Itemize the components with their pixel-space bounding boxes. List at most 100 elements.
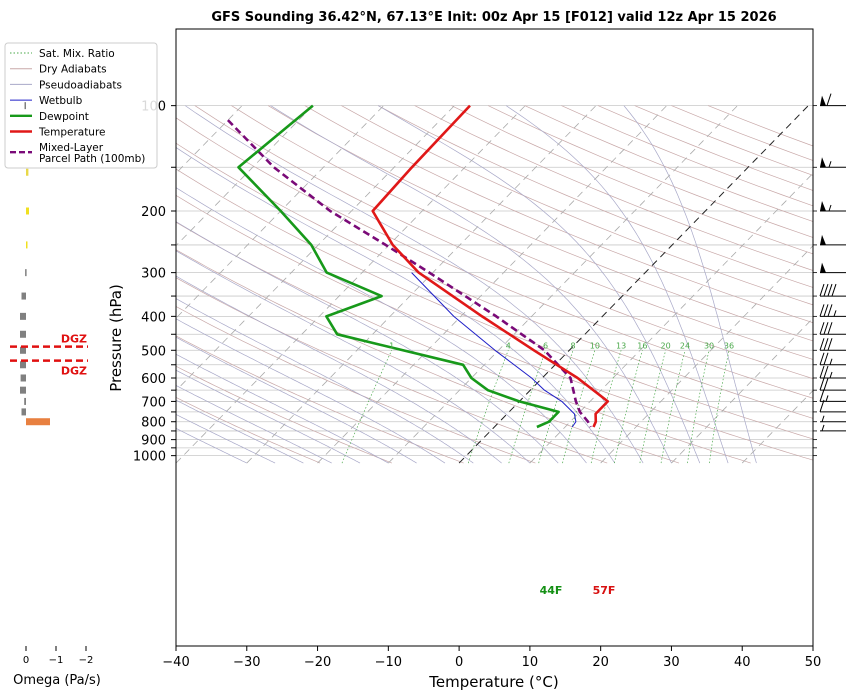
surface-dewpoint-label: 44F xyxy=(540,584,563,597)
x-tick-label: 40 xyxy=(734,655,751,670)
pseudoadiabat xyxy=(176,369,361,464)
y-tick-label: 800 xyxy=(141,416,166,431)
y-tick-label: 400 xyxy=(141,310,166,325)
y-tick-label: 600 xyxy=(141,372,166,387)
temperature-line xyxy=(371,104,610,428)
wind-barb-full xyxy=(819,389,825,402)
y-tick-label: 200 xyxy=(141,205,166,220)
pseudoadiabat xyxy=(176,221,559,464)
dry-adiabat xyxy=(176,335,464,464)
wind-barb-full xyxy=(823,304,829,317)
wind-barb-full xyxy=(827,304,833,317)
omega-bar xyxy=(24,397,26,405)
wind-barb-full xyxy=(823,322,829,335)
y-axis-label: Pressure (hPa) xyxy=(107,284,125,392)
surface-labels: 44F 57F xyxy=(540,584,616,597)
series-lines xyxy=(226,104,610,429)
surface-temperature-label: 57F xyxy=(593,584,616,597)
omega-bar xyxy=(24,102,26,110)
y-tick-label: 500 xyxy=(141,344,166,359)
x-tick-label: 20 xyxy=(592,655,609,670)
wind-barb-full xyxy=(819,283,825,297)
omega-bar xyxy=(20,386,26,394)
wind-barb-half xyxy=(833,310,837,317)
pseudoadiabat xyxy=(176,187,587,464)
omega-bar xyxy=(21,292,26,300)
omega-axis-label: Omega (Pa/s) xyxy=(13,673,101,688)
omega-bar xyxy=(20,312,26,320)
mixing-ratio-line xyxy=(341,350,393,464)
dry-adiabat xyxy=(176,168,813,440)
x-tick-label: −20 xyxy=(304,655,331,670)
mixing-ratio-line xyxy=(590,350,622,464)
wetbulb-line xyxy=(411,272,577,428)
wind-barb-full xyxy=(819,352,825,365)
mixing-ratio-value-label: 36 xyxy=(724,341,734,350)
mixing-ratio-value-label: 6 xyxy=(543,341,548,350)
legend-entry: Dewpoint xyxy=(39,111,89,123)
dry-adiabat xyxy=(176,365,393,464)
dewpoint-line xyxy=(237,104,560,429)
pseudoadiabat xyxy=(176,250,531,464)
wind-barbs xyxy=(819,93,846,432)
omega-bar xyxy=(20,374,26,382)
wind-barb-full xyxy=(819,304,825,317)
pseudoadiabat xyxy=(176,336,417,464)
mixing-ratio-value-label: 30 xyxy=(704,341,714,350)
mixing-ratio-line xyxy=(508,350,546,464)
omega-bar xyxy=(26,207,29,215)
parcel-path-line xyxy=(226,119,592,428)
mixing-ratio-line xyxy=(639,350,666,464)
legend-entry: Wetbulb xyxy=(39,95,83,107)
dry-adiabat xyxy=(304,105,813,324)
dry-adiabat xyxy=(194,105,813,380)
omega-bar xyxy=(26,418,50,426)
pseudoadiabat xyxy=(176,385,332,464)
omega-bar xyxy=(21,408,26,416)
legend-entry: Pseudoadiabats xyxy=(39,79,122,91)
mixing-ratio-line xyxy=(538,350,574,464)
dry-adiabat xyxy=(176,142,813,419)
omega-bar xyxy=(26,168,29,176)
wind-barb-full xyxy=(819,378,825,391)
omega-bar xyxy=(20,330,26,338)
omega-bar xyxy=(20,346,26,354)
pseudoadiabat xyxy=(176,428,247,464)
mixing-ratio-value-label: 8 xyxy=(570,341,575,350)
legend-entry: Mixed-Layer Parcel Path (100mb) xyxy=(39,142,145,165)
wind-barb-full xyxy=(819,338,825,351)
dry-adiabat xyxy=(451,105,813,255)
pseudoadiabat xyxy=(176,414,276,464)
dry-adiabat xyxy=(231,105,813,360)
wind-barb-flag xyxy=(820,201,826,211)
x-tick-label: 50 xyxy=(805,655,822,670)
pseudoadiabat xyxy=(176,275,502,464)
wind-barb-flag xyxy=(820,262,826,273)
y-tick-label: 700 xyxy=(141,395,166,410)
mixing-ratio-labels: 1 4 6 8 10 13 16 20 24 30 36 xyxy=(389,341,734,350)
wind-barb-flag xyxy=(820,157,826,168)
mixing-ratio-value-label: 4 xyxy=(506,341,511,350)
pseudoadiabat xyxy=(176,298,474,464)
x-tick-label: −40 xyxy=(162,655,189,670)
x-tick-label: 30 xyxy=(663,655,680,670)
dry-adiabat xyxy=(176,397,321,464)
x-tick-label: −30 xyxy=(233,655,260,670)
wind-barb-full xyxy=(823,365,829,379)
pseudoadiabat xyxy=(270,105,672,464)
pseudoadiabat xyxy=(378,105,701,464)
wind-barb-full xyxy=(819,322,825,335)
mixing-ratio-value-label: 1 xyxy=(389,341,394,350)
omega-tick-label: 0 xyxy=(23,655,29,666)
omega-bar xyxy=(26,241,28,249)
dry-adiabat xyxy=(176,277,608,464)
dry-adiabat xyxy=(176,194,813,461)
x-tick-label: 0 xyxy=(455,655,463,670)
mixing-ratio-line xyxy=(709,350,730,464)
mixing-ratio-value-label: 10 xyxy=(590,341,600,350)
wind-barb-full xyxy=(827,338,833,351)
wind-barb-flag xyxy=(820,234,826,245)
omega-panel: DGZ DGZ 0 −1 −2 Omega (Pa/s) xyxy=(10,102,101,688)
pseudoadiabat xyxy=(185,105,644,464)
